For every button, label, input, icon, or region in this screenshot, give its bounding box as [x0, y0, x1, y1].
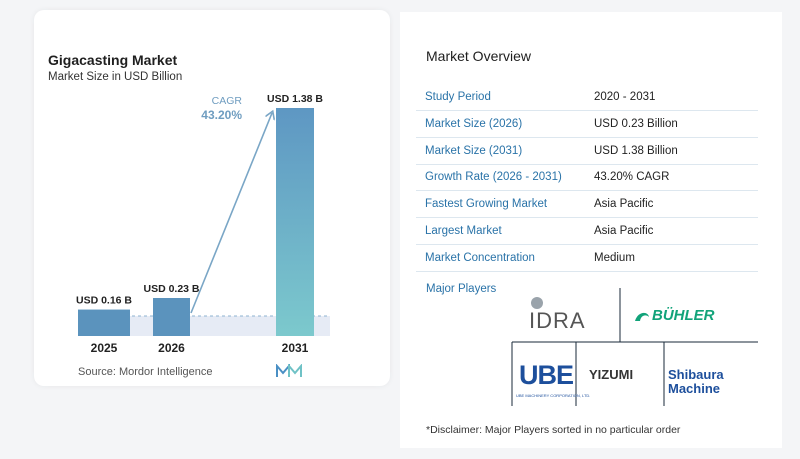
- bar-2025: [78, 309, 130, 336]
- overview-value: USD 1.38 Billion: [594, 144, 678, 157]
- overview-label: Growth Rate (2026 - 2031): [425, 171, 562, 184]
- baseline-band: [78, 316, 330, 336]
- overview-row: Market Size (2031) USD 1.38 Billion: [416, 138, 758, 165]
- buhler-text: BÜHLER: [652, 307, 715, 324]
- x-tick-label: 2026: [158, 341, 185, 355]
- overview-label: Market Size (2031): [425, 144, 523, 157]
- buhler-swirl-icon: [635, 312, 649, 321]
- shibaura-text-1: Shibaura: [668, 367, 724, 382]
- disclaimer: *Disclaimer: Major Players sorted in no …: [426, 424, 681, 436]
- overview-value: Asia Pacific: [594, 198, 654, 211]
- overview-label: Largest Market: [425, 225, 502, 237]
- overview-value: Asia Pacific: [594, 225, 654, 237]
- cagr-arrow: [190, 113, 272, 314]
- ube-text: UBE: [519, 360, 574, 390]
- shibaura-logo: Shibaura Machine: [666, 366, 758, 400]
- bar-value-label: USD 0.23 B: [143, 283, 199, 295]
- x-tick-label: 2031: [282, 341, 309, 355]
- overview-value: Medium: [594, 251, 635, 264]
- cagr-value: 43.20%: [201, 108, 242, 122]
- bar-value-label: USD 0.16 B: [76, 295, 132, 307]
- bar-value-label: USD 1.38 B: [267, 93, 323, 105]
- idra-text: IDRA: [529, 308, 586, 333]
- bar-2031: [276, 108, 314, 336]
- buhler-logo: BÜHLER: [630, 304, 750, 330]
- overview-row: Market Size (2026) USD 0.23 Billion: [416, 111, 758, 138]
- chart-subtitle: Market Size in USD Billion: [48, 71, 183, 83]
- overview-row: Largest Market Asia Pacific: [416, 218, 758, 245]
- yizumi-logo: YIZUMI: [584, 364, 656, 388]
- yizumi-text: YIZUMI: [589, 367, 634, 382]
- chart-title: Gigacasting Market: [48, 52, 178, 68]
- source-text: Source: Mordor Intelligence: [78, 366, 213, 378]
- major-players-title: Major Players: [426, 283, 497, 295]
- bar-chart: USD 0.16 B 2025 USD 0.23 B 2026 USD 1.38 B 20…: [76, 93, 330, 355]
- shibaura-text-2: Machine: [668, 381, 721, 396]
- overview-label: Fastest Growing Market: [425, 198, 548, 211]
- overview-label: Market Size (2026): [425, 117, 523, 130]
- idra-logo: IDRA: [520, 296, 610, 336]
- overview-value: USD 0.23 Billion: [594, 117, 678, 130]
- overview-row: Study Period 2020 - 2031: [416, 84, 758, 111]
- cagr-label: CAGR: [212, 95, 243, 107]
- overview-title: Market Overview: [426, 48, 532, 64]
- mordor-logo-icon: [276, 364, 302, 377]
- ube-subtext: UBE MACHINERY CORPORATION, LTD.: [516, 393, 591, 398]
- overview-label: Market Concentration: [425, 251, 535, 264]
- overview-value: 2020 - 2031: [594, 91, 656, 103]
- x-tick-label: 2025: [91, 341, 118, 355]
- overview-row: Fastest Growing Market Asia Pacific: [416, 191, 758, 219]
- ube-logo: UBE UBE MACHINERY CORPORATION, LTD.: [516, 360, 590, 404]
- overview-value: 43.20% CAGR: [594, 171, 670, 184]
- overview-row: Market Concentration Medium: [416, 245, 758, 272]
- idra-dot-icon: [531, 297, 543, 309]
- bar-2026: [153, 298, 190, 336]
- overview-label: Study Period: [425, 91, 491, 103]
- overview-row: Growth Rate (2026 - 2031) 43.20% CAGR: [416, 164, 758, 192]
